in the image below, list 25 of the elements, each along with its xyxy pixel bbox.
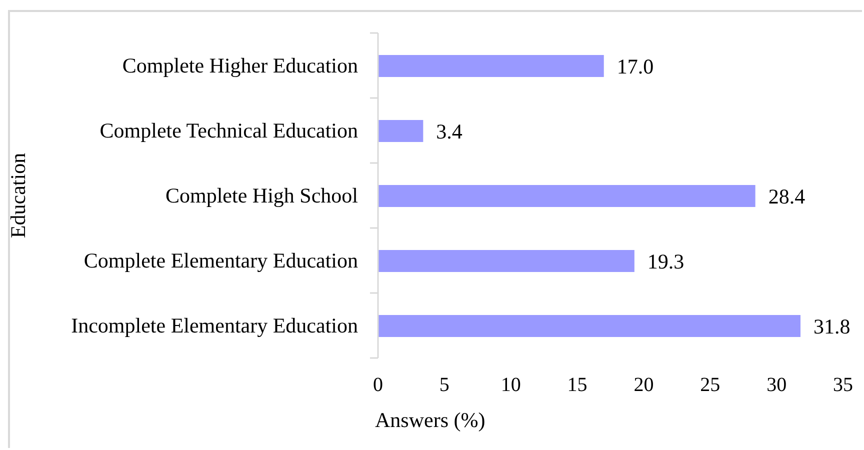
bar: [378, 55, 604, 77]
bar: [378, 250, 634, 272]
x-tick-label: 10: [500, 374, 521, 396]
data-label: 19.3: [647, 249, 684, 274]
x-tick-label: 30: [766, 374, 787, 396]
y-tick-label: Complete Elementary Education: [84, 248, 358, 272]
y-tick-label: Complete High School: [166, 184, 358, 208]
bar: [378, 185, 756, 207]
x-tick-label: 5: [439, 374, 450, 396]
x-tick-label: 20: [634, 374, 654, 396]
x-tick-label: 15: [567, 374, 588, 396]
x-tick-label: 35: [833, 374, 853, 396]
y-tick-label: Incomplete Elementary Education: [71, 314, 358, 338]
bar: [378, 120, 424, 142]
data-label: 3.4: [436, 119, 463, 144]
data-label: 17.0: [616, 54, 654, 78]
data-label: 31.8: [813, 314, 850, 338]
x-axis-title: Answers (%): [375, 408, 486, 432]
x-tick-label: 0: [373, 374, 383, 396]
bar: [378, 315, 800, 337]
y-tick-label: Complete Technical Education: [100, 118, 358, 142]
y-tick-label: Complete Higher Education: [122, 54, 358, 78]
x-tick-label: 25: [700, 374, 720, 396]
data-label: 28.4: [768, 184, 806, 208]
y-axis-title: Education: [6, 152, 30, 238]
